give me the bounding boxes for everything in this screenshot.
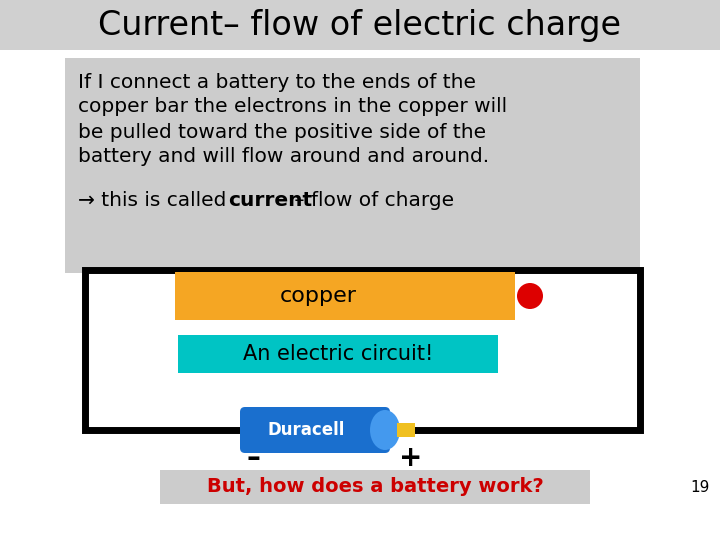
Bar (0, 0, 720, 50)
Bar (85, 270, 640, 430)
Bar (175, 272, 515, 320)
Circle shape (517, 283, 543, 309)
Text: An electric circuit!: An electric circuit! (243, 344, 433, 364)
Text: 19: 19 (690, 480, 710, 495)
Text: battery and will flow around and around.: battery and will flow around and around. (78, 147, 489, 166)
Text: –: – (246, 444, 260, 472)
Text: But, how does a battery work?: But, how does a battery work? (207, 477, 544, 496)
Text: If I connect a battery to the ends of the: If I connect a battery to the ends of th… (78, 72, 476, 91)
Ellipse shape (370, 410, 400, 450)
Bar (397, 423, 415, 437)
Text: Current– flow of electric charge: Current– flow of electric charge (99, 10, 621, 43)
Text: current: current (228, 191, 312, 210)
Bar (178, 335, 498, 373)
Bar (160, 470, 590, 504)
Text: be pulled toward the positive side of the: be pulled toward the positive side of th… (78, 123, 486, 141)
Text: copper: copper (279, 286, 356, 306)
Text: → this is called: → this is called (78, 191, 233, 210)
FancyBboxPatch shape (240, 407, 390, 453)
Text: – flow of charge: – flow of charge (288, 191, 454, 210)
Text: Duracell: Duracell (268, 421, 346, 439)
Bar (65, 58, 640, 273)
Text: +: + (400, 444, 423, 472)
Text: copper bar the electrons in the copper will: copper bar the electrons in the copper w… (78, 98, 507, 117)
